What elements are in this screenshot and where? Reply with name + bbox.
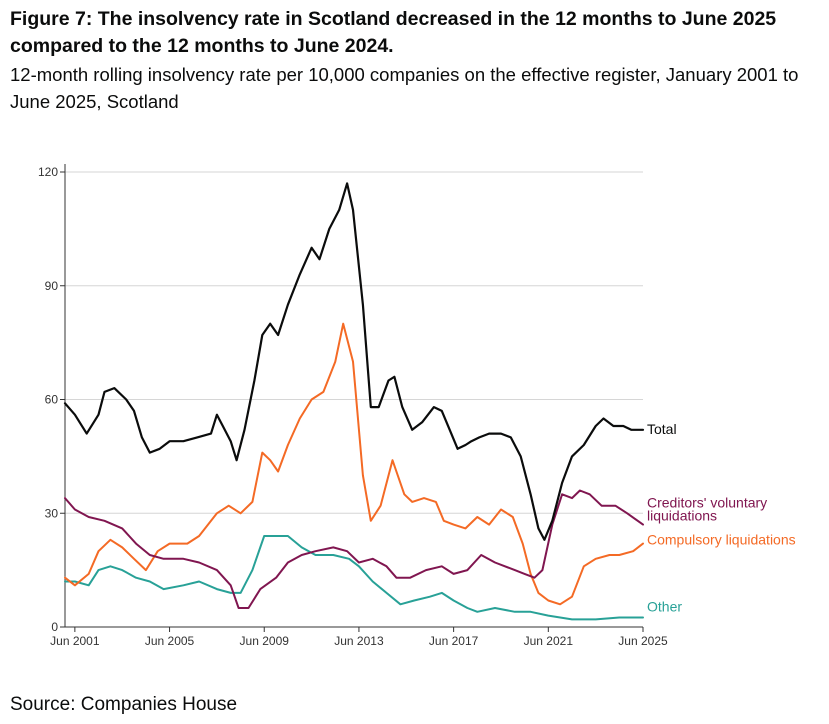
x-tick-label: Jun 2025: [618, 634, 668, 648]
x-tick-label: Jun 2017: [429, 634, 479, 648]
line-chart: 0 30 60 90 120 Jun 2001 Jun 2005 Jun 2009 Jun 20…: [38, 164, 796, 648]
axes: 0 30 60 90 120 Jun 2001 Jun 2005 Jun 2009 Jun 20…: [38, 164, 668, 648]
x-tick-label: Jun 2009: [240, 634, 290, 648]
y-tick-label: 30: [45, 506, 59, 520]
x-tick-label: Jun 2021: [524, 634, 574, 648]
series-line-other: [64, 535, 644, 621]
series-lines: [63, 182, 645, 621]
gridlines: [65, 171, 643, 514]
series-label-line: Creditors' voluntary: [647, 495, 767, 511]
series-labels: Total Creditors' voluntary liquidations Com…: [647, 421, 796, 615]
x-tick-label: Jun 2005: [145, 634, 195, 648]
series-label-other: Other: [647, 599, 682, 615]
series-line-total: [63, 182, 645, 541]
x-tick-label: Jun 2001: [50, 634, 100, 648]
figure-title: Figure 7: The insolvency rate in Scotlan…: [10, 8, 777, 57]
x-tick-label: Jun 2013: [334, 634, 384, 648]
y-tick-label: 60: [45, 393, 59, 407]
y-tick-label: 0: [51, 620, 58, 634]
series-label-creditors-voluntary-liquidations: Creditors' voluntary liquidations: [647, 495, 767, 524]
y-tick-label: 90: [45, 279, 59, 293]
series-line-compulsory-liquidations: [64, 322, 644, 606]
figure-subtitle: 12-month rolling insolvency rate per 10,…: [10, 64, 799, 112]
series-label-line: liquidations: [647, 508, 717, 524]
y-tick-label: 120: [38, 165, 58, 179]
series-line-creditors-voluntary-liquidations: [64, 489, 644, 609]
source-note: Source: Companies House: [10, 694, 238, 715]
series-label-compulsory-liquidations: Compulsory liquidations: [647, 532, 796, 548]
series-label-total: Total: [647, 421, 677, 437]
